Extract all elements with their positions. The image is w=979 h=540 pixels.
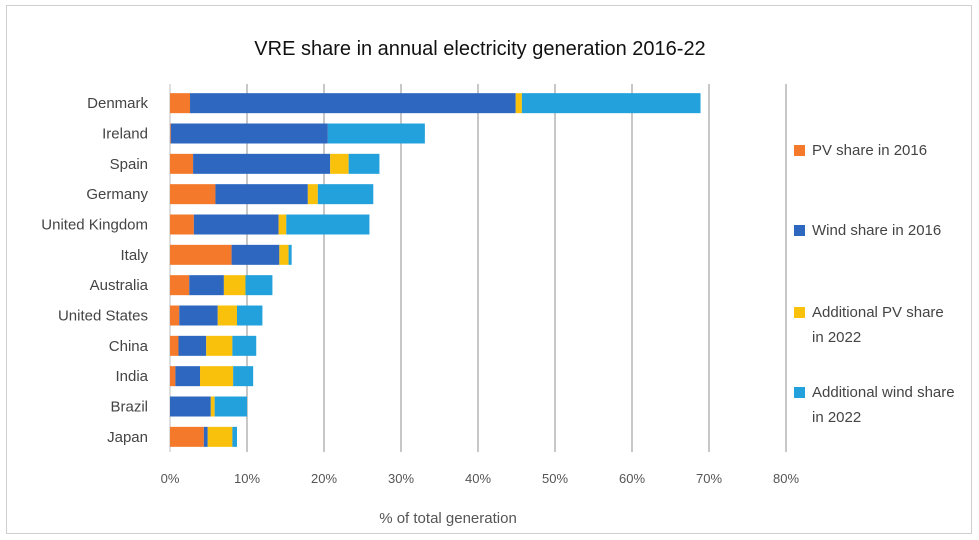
legend-item-additional-pv-2022: Additional PV share in 2022	[794, 300, 972, 350]
legend-item-pv-2016: PV share in 2016	[794, 138, 972, 163]
bar-segment	[193, 153, 331, 174]
legend-label: PV share in 2016	[812, 142, 928, 159]
bar-segment	[170, 335, 179, 356]
legend-item-additional-wind-2022: Additional wind share in 2022	[794, 380, 972, 430]
bar-segment	[170, 123, 328, 144]
legend-swatch	[794, 307, 805, 318]
bar-segment	[348, 153, 380, 174]
bar-segment	[245, 275, 273, 296]
bar-segment	[327, 123, 425, 144]
bar-segment	[179, 305, 218, 326]
category-label: Australia	[90, 277, 149, 294]
bar-segment	[175, 366, 201, 387]
bar-segment	[193, 214, 279, 235]
bar-segment	[215, 184, 308, 205]
bar-segment	[236, 305, 263, 326]
legend-swatch	[794, 145, 805, 156]
legend-swatch	[794, 387, 805, 398]
chart-title: VRE share in annual electricity generati…	[254, 38, 706, 60]
bar-segment	[307, 184, 318, 205]
category-label: Denmark	[87, 95, 148, 112]
bar-segment	[286, 214, 370, 235]
bar-segment	[288, 244, 292, 265]
bar-segment	[231, 244, 280, 265]
x-tick-label: 30%	[388, 471, 414, 486]
bar-segment	[170, 396, 211, 417]
bar-segment	[170, 275, 190, 296]
x-tick-label: 60%	[619, 471, 645, 486]
legend-swatch	[794, 225, 805, 236]
bar-segment	[170, 244, 232, 265]
x-tick-label: 0%	[161, 471, 180, 486]
bar-segment	[170, 153, 194, 174]
bar-segment	[189, 275, 224, 296]
category-label: Japan	[107, 429, 148, 446]
legend-label: Additional PV share in 2022	[812, 304, 944, 346]
bar-segment	[170, 123, 171, 144]
x-tick-label: 10%	[234, 471, 260, 486]
bar-segment	[515, 93, 522, 114]
category-label: China	[109, 338, 149, 355]
bar-segment	[214, 396, 247, 417]
bar-segment	[210, 396, 215, 417]
category-label: Brazil	[110, 399, 148, 416]
category-label: India	[115, 368, 148, 385]
x-tick-label: 40%	[465, 471, 491, 486]
x-tick-label: 70%	[696, 471, 722, 486]
legend-label: Wind share in 2016	[812, 222, 942, 239]
legend-label: Additional wind share in 2022	[812, 384, 955, 426]
category-label: Ireland	[102, 126, 148, 143]
category-label: Germany	[86, 186, 148, 203]
bar-segment	[207, 426, 233, 447]
bar-segment	[317, 184, 374, 205]
bar-segment	[170, 93, 191, 114]
x-tick-label: 50%	[542, 471, 568, 486]
bar-segment	[521, 93, 701, 114]
bar-segment	[170, 214, 194, 235]
category-label: Italy	[120, 247, 148, 264]
bar-segment	[232, 335, 257, 356]
x-tick-label: 80%	[773, 471, 799, 486]
x-axis-title: % of total generation	[379, 510, 517, 527]
bar-segment	[170, 184, 216, 205]
bar-segment	[170, 305, 180, 326]
category-label: United States	[58, 308, 148, 325]
category-label: Spain	[110, 156, 148, 173]
bar-segment	[170, 426, 204, 447]
bar-segment	[330, 153, 349, 174]
bar-segment	[190, 93, 516, 114]
bar-segment	[200, 366, 234, 387]
bar-segment	[203, 426, 208, 447]
bar-segment	[279, 244, 289, 265]
bar-segment	[178, 335, 207, 356]
legend-item-wind-2016: Wind share in 2016	[794, 218, 972, 243]
bar-segment	[278, 214, 287, 235]
bar-segment	[170, 366, 176, 387]
bar-segment	[206, 335, 233, 356]
category-label: United Kingdom	[41, 217, 148, 234]
bar-segment	[223, 275, 246, 296]
bar-segment	[232, 426, 237, 447]
bar-segment	[233, 366, 254, 387]
x-tick-label: 20%	[311, 471, 337, 486]
bar-segment	[217, 305, 237, 326]
